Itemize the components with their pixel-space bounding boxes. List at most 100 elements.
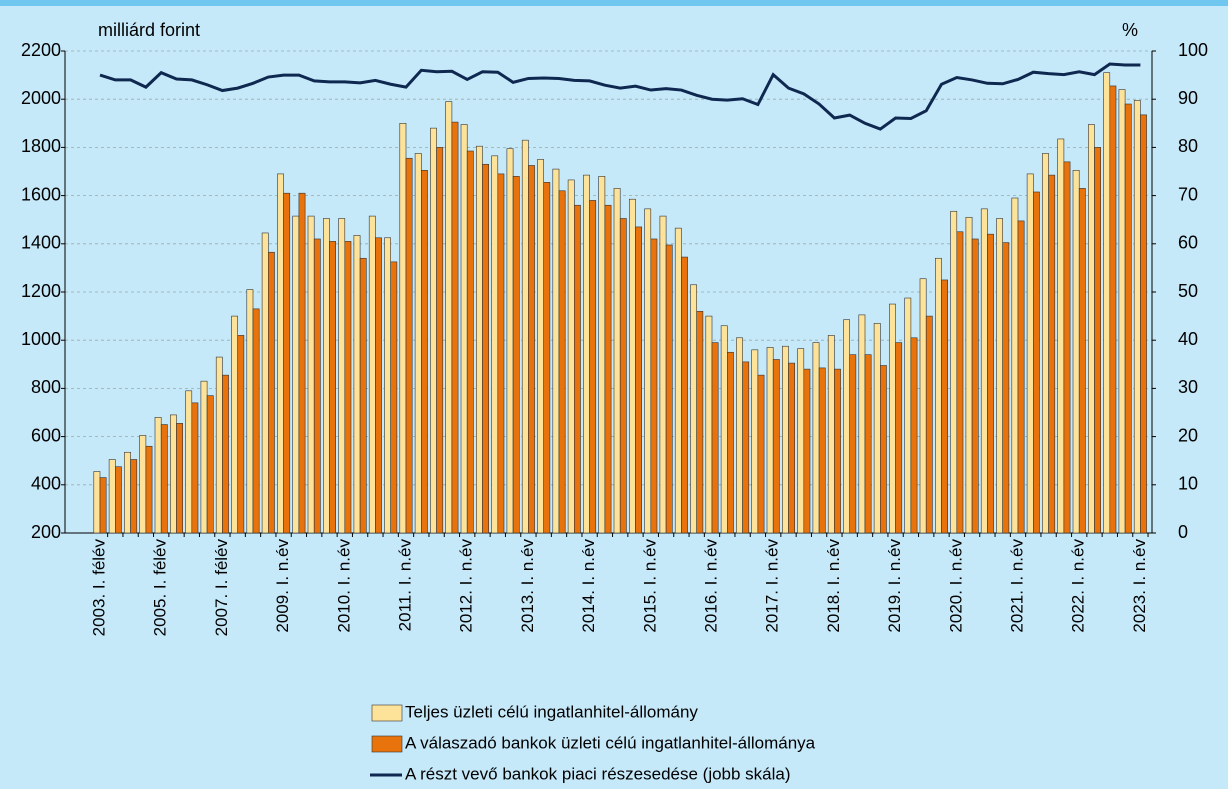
bar xyxy=(849,354,857,534)
bar xyxy=(941,279,948,534)
bar xyxy=(445,101,453,534)
legend-label: A válaszadó bankok üzleti célú ingatlanh… xyxy=(405,733,816,752)
bar xyxy=(659,215,667,534)
bar xyxy=(313,238,321,534)
bar xyxy=(475,145,483,534)
x-tick-label: 2015. I. n.év xyxy=(640,539,659,633)
bar xyxy=(726,351,734,534)
bar xyxy=(858,314,866,534)
y2-tick-label: 90 xyxy=(1178,88,1198,108)
bar xyxy=(237,335,245,534)
bar xyxy=(344,241,352,534)
bar xyxy=(543,182,551,534)
bar xyxy=(650,238,658,534)
bar xyxy=(674,227,682,534)
y2-tick-label: 20 xyxy=(1178,425,1198,445)
y-tick-label: 2200 xyxy=(21,40,61,60)
y-tick-label: 800 xyxy=(31,377,61,397)
bar xyxy=(451,121,459,534)
bar xyxy=(1118,89,1126,534)
bar xyxy=(1094,147,1101,534)
bar xyxy=(1042,153,1049,534)
bar xyxy=(1078,188,1086,534)
bar xyxy=(910,337,918,534)
bar xyxy=(231,315,238,534)
bar xyxy=(185,390,193,534)
bar xyxy=(521,139,529,534)
bar xyxy=(1017,220,1025,534)
bar xyxy=(537,159,544,534)
bar xyxy=(1103,72,1111,534)
bar xyxy=(399,123,407,534)
bar xyxy=(405,157,413,534)
bar xyxy=(298,192,306,534)
bar xyxy=(583,174,590,534)
y2-tick-label: 80 xyxy=(1178,136,1198,156)
bar xyxy=(665,244,673,534)
bar xyxy=(506,148,514,534)
bar xyxy=(390,261,398,534)
bar xyxy=(359,257,367,534)
bar xyxy=(528,165,535,534)
y2-tick-label: 10 xyxy=(1178,474,1198,494)
x-tick-label: 2021. I. n.év xyxy=(1007,539,1026,633)
bar xyxy=(283,192,291,534)
bar xyxy=(145,445,153,534)
y-tick-label: 1600 xyxy=(21,184,61,204)
bar xyxy=(338,218,346,534)
bar xyxy=(430,127,437,534)
bar xyxy=(834,368,841,534)
bar xyxy=(353,235,361,534)
bar xyxy=(567,179,575,534)
bar xyxy=(604,204,612,534)
bar xyxy=(215,356,223,534)
bar xyxy=(206,395,214,534)
x-tick-label: 2013. I. n.év xyxy=(518,539,537,633)
legend-label: Teljes üzleti célú ingatlanhitel-állomán… xyxy=(405,702,698,721)
bar xyxy=(1133,100,1141,534)
bar xyxy=(827,335,835,534)
bar xyxy=(420,169,428,534)
bar xyxy=(573,204,581,534)
bar xyxy=(491,155,499,534)
bar xyxy=(1063,161,1071,534)
bar xyxy=(950,210,958,534)
bar xyxy=(818,367,826,534)
bar xyxy=(1002,242,1010,534)
bar xyxy=(252,308,260,534)
bar xyxy=(873,323,881,534)
bar xyxy=(766,347,774,534)
bar xyxy=(589,200,597,534)
x-tick-label: 2014. I. n.év xyxy=(579,539,598,633)
bar xyxy=(720,325,728,534)
y2-tick-label: 60 xyxy=(1178,233,1198,253)
bar xyxy=(644,208,652,534)
bar xyxy=(598,176,606,534)
bar xyxy=(93,471,101,534)
bar xyxy=(1088,124,1095,534)
y2-tick-label: 100 xyxy=(1178,40,1208,60)
legend-swatch xyxy=(371,704,403,722)
bar xyxy=(329,241,336,534)
y2-tick-label: 70 xyxy=(1178,184,1198,204)
bar xyxy=(139,435,147,534)
bar xyxy=(436,147,444,534)
bar xyxy=(705,315,713,534)
x-tick-label: 2007. I. félév xyxy=(212,539,231,637)
x-tick-label: 2019. I. n.év xyxy=(885,539,904,633)
bar xyxy=(619,218,627,534)
x-tick-label: 2005. I. félév xyxy=(151,539,170,637)
bar xyxy=(965,216,973,534)
bar xyxy=(375,237,382,534)
legend-swatch xyxy=(371,735,403,753)
bar xyxy=(552,168,560,534)
x-tick-label: 2011. I. n.év xyxy=(395,539,414,632)
y-axis-label: milliárd forint xyxy=(98,20,200,40)
x-tick-label: 2010. I. n.év xyxy=(334,539,353,633)
bar xyxy=(512,176,520,534)
bar xyxy=(1033,191,1040,534)
bar xyxy=(919,278,927,534)
bar xyxy=(757,374,765,534)
y2-tick-label: 30 xyxy=(1178,377,1198,397)
